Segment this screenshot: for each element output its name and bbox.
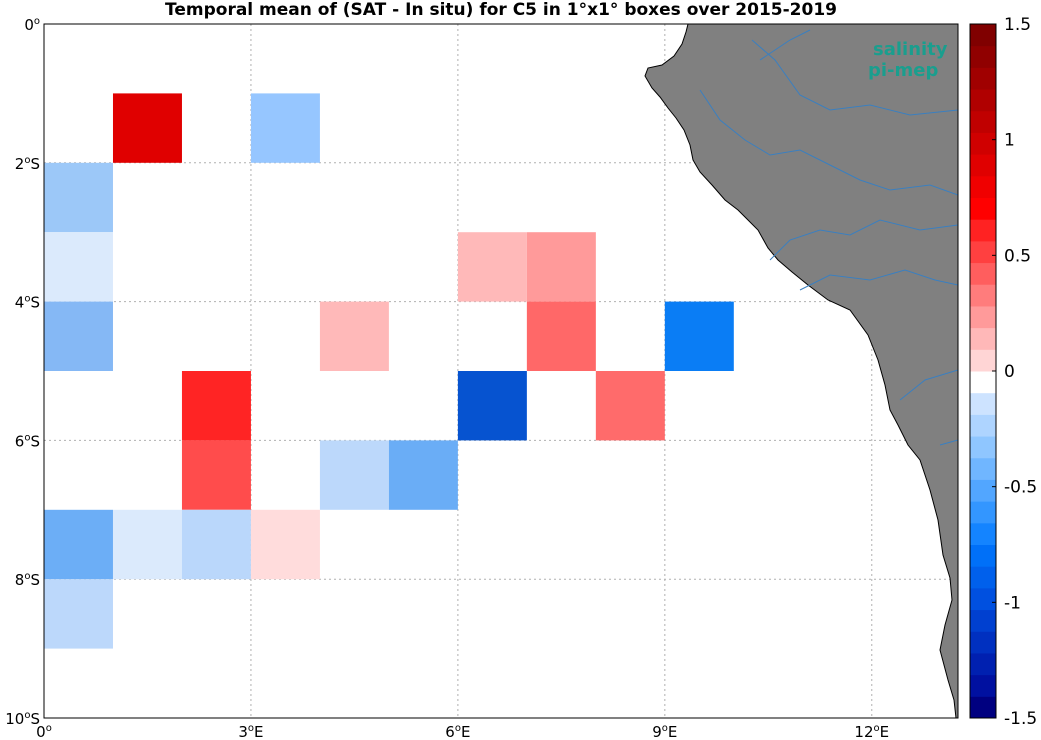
heatmap-cell [388,440,458,510]
colorbar-segment [970,696,996,719]
heatmap-cell [181,440,251,510]
x-tick-label: 3oE [238,723,263,740]
colorbar-segment [970,45,996,68]
y-tick-label: 2oS [15,155,40,173]
colorbar-segment [970,457,996,480]
salinity-pi-mep-logo: salinity pi-mep [868,39,948,81]
colorbar-tick-label: -1 [1004,593,1021,613]
y-tick-label: 4oS [15,294,40,312]
colorbar-segment [970,479,996,502]
colorbar-segment [970,566,996,589]
river-line [899,369,958,401]
heatmap-cell [250,509,320,580]
heatmap-cell [44,162,113,233]
colorbar-segment [970,284,996,307]
rivers [699,29,958,446]
heatmap-cell [44,232,113,302]
heatmap-cell [44,301,113,371]
colorbar-segment [970,522,996,545]
heatmap-cell [250,93,320,163]
plot-frame [43,23,959,719]
colorbar-segment [970,197,996,220]
colorbar: 1.5 1 0.5 0 -0.5 -1 -1.5 [969,15,1037,729]
colorbar-tick-label: 0.5 [1004,246,1031,266]
heatmap-cell [319,301,389,371]
colorbar-tick-label: 1 [1004,131,1015,151]
heatmap-cell [664,301,734,371]
colorbar-segment [970,587,996,611]
logo-line2: pi-mep [868,60,938,81]
logo-line1: salinity [873,39,948,60]
colorbar-tick-label: -1.5 [1004,709,1037,729]
colorbar-segment [970,262,996,285]
x-tick-label: 12oE [854,723,889,740]
river-line [939,439,958,446]
colorbar-segment [970,305,996,329]
river-line [699,89,958,196]
y-tick-label: 10oS [5,710,40,728]
river-line [751,39,958,116]
colorbar-segment [970,501,996,524]
x-tick-label: 9oE [652,723,677,740]
river-line [759,29,811,61]
heatmap-cell [112,93,182,163]
colorbar-segment [970,132,996,155]
colorbar-segment [970,544,996,567]
colorbar-segment [970,219,996,242]
heatmap-cell [181,509,251,580]
colorbar-segment [970,652,996,676]
heatmap-cell [44,509,113,580]
heatmap-cell [44,579,113,649]
colorbar-tick-label: 1.5 [1004,15,1031,35]
colorbar-segment [970,392,996,415]
heatmap-cell [112,509,182,580]
colorbar-segment [970,89,996,112]
y-tick-label: 8oS [15,571,40,589]
heatmap-cell [319,440,389,510]
river-line [799,269,958,291]
heatmap-cell [457,232,527,302]
colorbar-segment [970,414,996,437]
colorbar-segment [970,609,996,632]
colorbar-segment [970,631,996,654]
heatmap-cells [44,93,734,649]
colorbar-segment [970,240,996,264]
colorbar-segment [970,371,996,394]
colorbar-segment [970,24,996,47]
map-title: Temporal mean of (SAT - In situ) for C5 … [165,0,837,20]
africa-coastline [644,24,958,718]
heatmap-cell [526,232,596,302]
colorbar-tick-label: -0.5 [1004,478,1037,498]
land-group [644,24,958,718]
colorbar-segment [970,436,996,459]
colorbar-segment [970,154,996,177]
heatmap-cell [595,371,665,441]
colorbar-segment [970,674,996,697]
y-tick-label: 0o [24,16,40,34]
river-line [769,219,958,261]
heatmap-cell [526,301,596,371]
y-tick-label: 6oS [15,432,40,450]
colorbar-tick-label: 0 [1004,362,1015,382]
x-tick-label: 6oE [445,723,470,740]
colorbar-segment [970,67,996,90]
colorbar-segment [970,175,996,198]
colorbar-segment [970,327,996,350]
colorbar-segment [970,110,996,133]
colorbar-segment [970,349,996,372]
heatmap-cell [181,371,251,441]
heatmap-cell [457,371,527,441]
